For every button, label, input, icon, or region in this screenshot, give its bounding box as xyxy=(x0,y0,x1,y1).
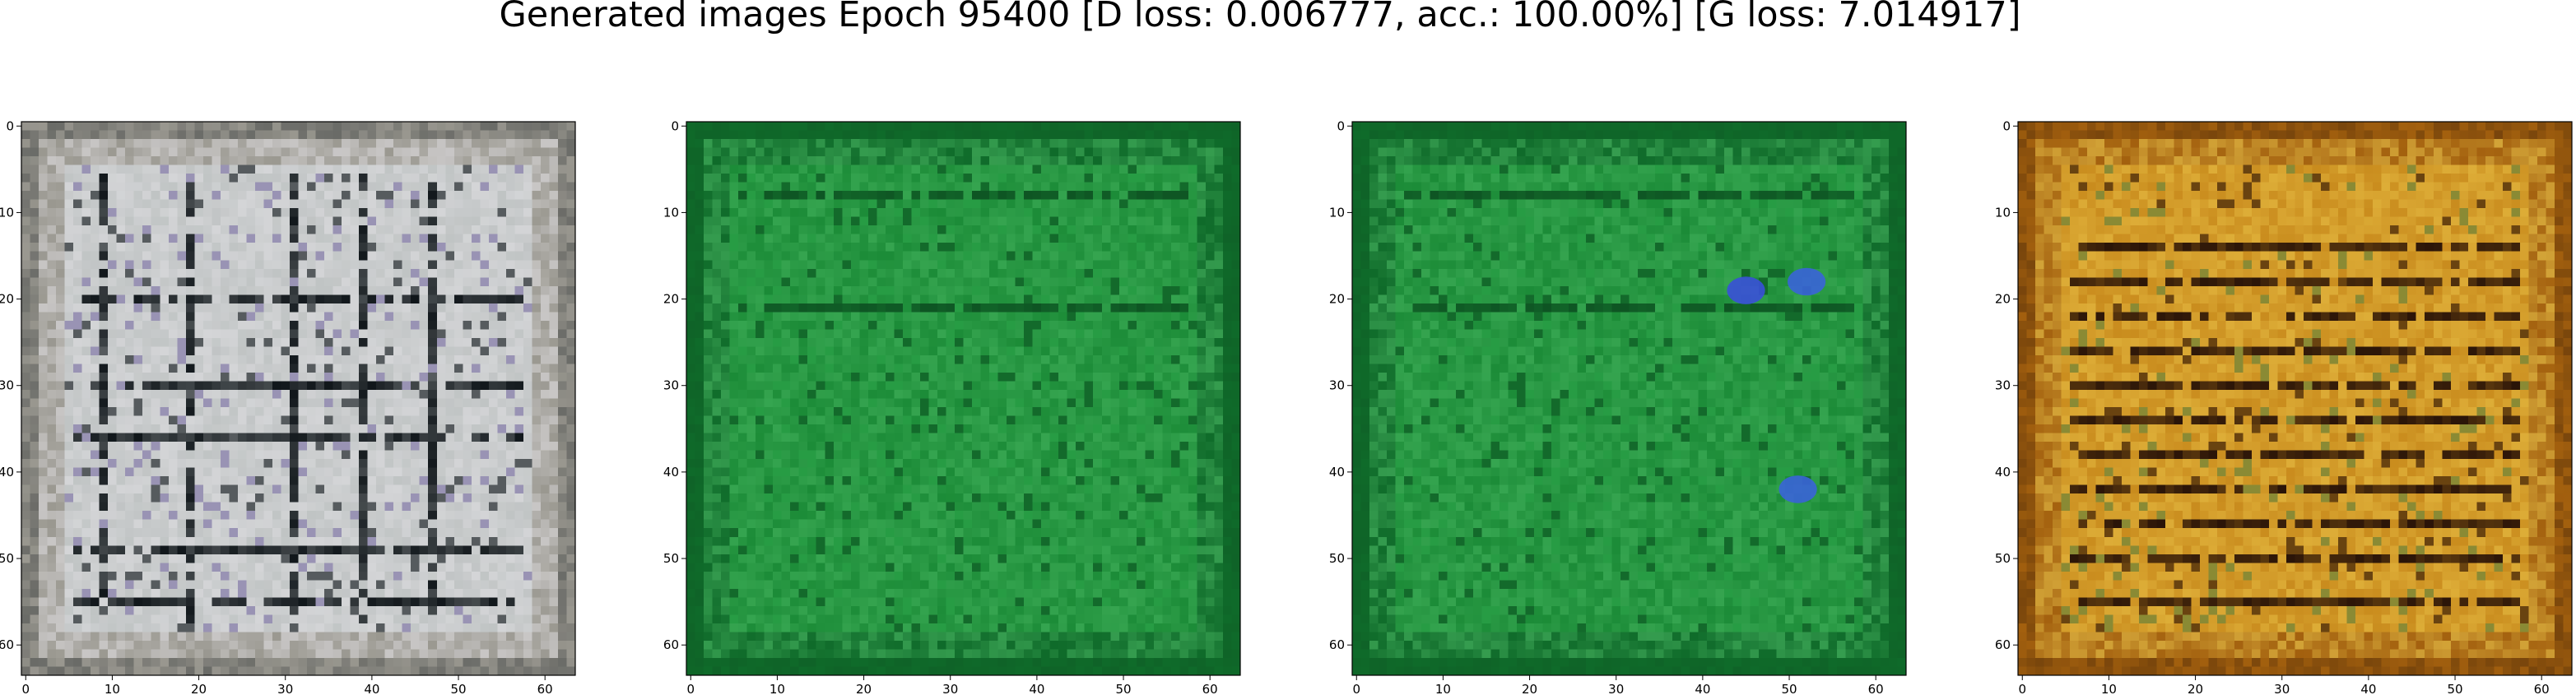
y-tick-label: 10 xyxy=(1995,205,2011,220)
y-tick-label: 30 xyxy=(1995,378,2011,393)
y-tick-label: 60 xyxy=(663,637,679,652)
x-tick-label: 60 xyxy=(537,682,553,695)
y-tick-label: 0 xyxy=(1337,118,1345,133)
axes-frame xyxy=(1351,121,1907,676)
y-tick-label: 50 xyxy=(1329,551,1345,566)
y-tick-label: 40 xyxy=(1329,465,1345,480)
x-tick-label: 20 xyxy=(2188,682,2203,695)
y-tick-label: 50 xyxy=(0,551,14,566)
y-tick-label: 20 xyxy=(0,292,14,307)
x-tick-label: 60 xyxy=(2534,682,2550,695)
x-tick-label: 40 xyxy=(1029,682,1044,695)
y-tick-label: 20 xyxy=(1995,292,2011,307)
y-tick-label: 10 xyxy=(1329,205,1345,220)
x-tick-label: 10 xyxy=(2101,682,2117,695)
x-tick-label: 40 xyxy=(2360,682,2376,695)
y-tick-label: 40 xyxy=(663,465,679,480)
x-tick-label: 50 xyxy=(2447,682,2462,695)
generated-image-1 xyxy=(21,122,576,676)
x-tick-label: 0 xyxy=(686,682,695,695)
x-tick-label: 10 xyxy=(105,682,120,695)
figure-title: Generated images Epoch 95400 [D loss: 0.… xyxy=(499,0,2020,35)
subplot-4: 0 10 20 30 40 50 60 0 10 20 30 40 50 60 xyxy=(1995,118,2573,695)
blue-blob-1 xyxy=(1727,276,1765,304)
axes-frame xyxy=(2017,121,2573,676)
x-tick-label: 60 xyxy=(1868,682,1884,695)
axes-frame xyxy=(21,121,576,676)
subplot-2: 0 10 20 30 40 50 60 0 10 20 30 40 50 60 xyxy=(663,118,1241,695)
x-tick-label: 10 xyxy=(1435,682,1451,695)
x-tick-label: 30 xyxy=(942,682,958,695)
x-tick-label: 20 xyxy=(1522,682,1537,695)
y-tick-label: 0 xyxy=(671,118,679,133)
x-tick-label: 20 xyxy=(856,682,872,695)
x-tick-label: 50 xyxy=(450,682,466,695)
x-tick-label: 0 xyxy=(21,682,30,695)
y-tick-label: 0 xyxy=(2002,118,2011,133)
x-tick-label: 60 xyxy=(1202,682,1218,695)
y-tick-label: 40 xyxy=(0,465,14,480)
y-tick-label: 30 xyxy=(0,378,14,393)
x-tick-label: 20 xyxy=(191,682,207,695)
y-tick-label: 60 xyxy=(0,637,14,652)
x-tick-label: 30 xyxy=(1608,682,1624,695)
y-tick-label: 10 xyxy=(663,205,679,220)
y-tick-label: 20 xyxy=(663,292,679,307)
axes-frame xyxy=(686,121,1241,676)
x-tick-label: 10 xyxy=(770,682,785,695)
x-tick-label: 30 xyxy=(277,682,293,695)
y-tick-label: 10 xyxy=(0,205,14,220)
generated-image-4 xyxy=(2018,122,2573,676)
y-tick-label: 30 xyxy=(663,378,679,393)
x-tick-label: 40 xyxy=(1695,682,1710,695)
blue-blob-2 xyxy=(1788,267,1826,296)
x-tick-label: 0 xyxy=(1352,682,1360,695)
y-tick-label: 50 xyxy=(1995,551,2011,566)
y-tick-label: 0 xyxy=(6,118,14,133)
y-tick-label: 60 xyxy=(1995,637,2011,652)
x-tick-label: 30 xyxy=(2274,682,2290,695)
x-tick-label: 40 xyxy=(364,682,379,695)
y-tick-label: 50 xyxy=(663,551,679,566)
generated-image-2 xyxy=(686,122,1241,676)
y-tick-label: 20 xyxy=(1329,292,1345,307)
x-tick-label: 50 xyxy=(1115,682,1131,695)
blue-blob-3 xyxy=(1779,475,1817,503)
y-tick-label: 60 xyxy=(1329,637,1345,652)
subplot-1: 0 10 20 30 40 50 60 0 10 20 30 40 50 60 xyxy=(0,118,576,695)
y-tick-label: 40 xyxy=(1995,465,2011,480)
x-tick-label: 50 xyxy=(1781,682,1797,695)
x-tick-label: 0 xyxy=(2018,682,2026,695)
y-tick-label: 30 xyxy=(1329,378,1345,393)
generated-image-3 xyxy=(1352,122,1907,676)
subplot-3: 0 10 20 30 40 50 60 0 10 20 30 40 50 60 xyxy=(1329,118,1907,695)
